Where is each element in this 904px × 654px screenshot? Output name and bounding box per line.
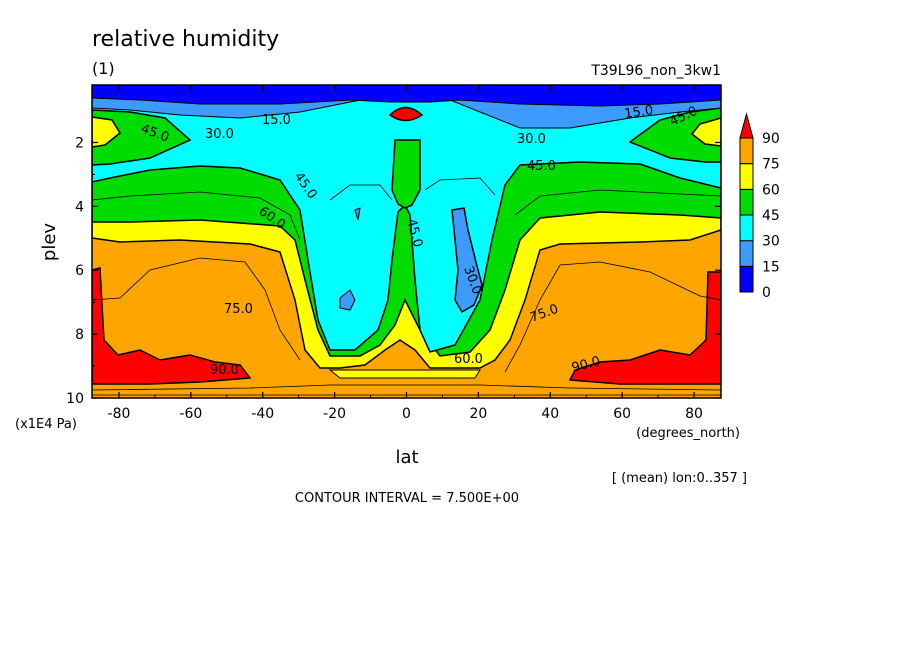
contour-field: 15.0 30.0 45.0 45.0 60.0 75.0 90.0 30.0 … (92, 85, 721, 398)
colorbar-swatch (739, 265, 754, 293)
fill-60-75-surface (328, 369, 481, 379)
colorbar-label: 90 (762, 131, 780, 147)
fill-60-75-polar-right (690, 117, 721, 147)
colorbar-swatch (739, 214, 754, 242)
y-tick-label: 10 (66, 391, 84, 407)
contour-label: 30.0 (517, 132, 546, 147)
colorbar-swatch (739, 240, 754, 267)
colorbar-label: 0 (762, 285, 771, 301)
fill-30-45 (92, 85, 721, 353)
fill-15-30-left (339, 289, 356, 311)
colorbar-label: 30 (762, 234, 780, 250)
colorbar-arrow (739, 112, 754, 139)
fill-0-15 (92, 85, 721, 107)
x-tick-label: -80 (108, 406, 131, 422)
x-tick-label: -40 (251, 406, 274, 422)
colorbar-swatch (739, 163, 754, 190)
contour-label: 30.0 (205, 127, 234, 142)
x-tick-label: 60 (613, 406, 631, 422)
contour-label: 90.0 (570, 354, 602, 376)
contour-label: 75.0 (224, 302, 253, 317)
y-tick-label: 2 (75, 135, 84, 151)
x-tick-label: 20 (469, 406, 487, 422)
fill-15-30-right (451, 207, 483, 314)
colorbar-label: 60 (762, 182, 780, 198)
contour-label: 15.0 (262, 113, 291, 128)
x-tick-label: 80 (685, 406, 703, 422)
contour-label: 60.0 (454, 352, 483, 367)
colorbar-label: 75 (762, 157, 780, 173)
x-axis: -80 -60 -40 -20 0 20 40 60 80 (108, 85, 703, 422)
chart-title: relative humidity (92, 27, 279, 52)
contour-labels: 15.0 30.0 45.0 45.0 60.0 75.0 90.0 30.0 … (139, 103, 700, 378)
x-tick-label: 0 (402, 406, 411, 422)
mean-note: [ (mean) lon:0..357 ] (612, 471, 747, 486)
run-label: T39L96_non_3kw1 (590, 63, 721, 79)
x-axis-label: lat (395, 447, 418, 468)
fill-45-60-polar-right (628, 107, 721, 163)
colorbar-label: 45 (762, 208, 780, 224)
y-tick-label: 8 (75, 327, 84, 343)
fill-15-30-small (354, 207, 361, 221)
fill-90-right (568, 271, 721, 385)
y-axis-label: plev (39, 223, 60, 262)
contour-label: 45.0 (527, 159, 556, 174)
contour-label: 15.0 (623, 103, 654, 122)
colorbar-label: 15 (762, 259, 780, 275)
contour-label: 90.0 (210, 363, 239, 378)
y-tick-label: 6 (75, 263, 84, 279)
x-tick-label: 40 (541, 406, 559, 422)
contour-label: 45.0 (403, 217, 425, 249)
y-axis-units: (x1E4 Pa) (15, 417, 77, 432)
chart-subtitle: (1) (92, 59, 115, 78)
fill-60-75-polar-left (92, 116, 121, 148)
colorbar: 0 15 30 45 60 75 90 (739, 112, 780, 301)
x-axis-units: (degrees_north) (636, 426, 740, 441)
y-tick-label: 4 (75, 199, 84, 215)
fill-90-top (388, 106, 424, 122)
x-tick-label: -60 (179, 406, 202, 422)
y-axis: 2 4 6 8 10 (66, 110, 721, 407)
colorbar-swatch (739, 188, 754, 216)
fill-45-60-polar-left (92, 109, 192, 166)
fill-90-left (92, 267, 252, 385)
x-tick-label: -20 (323, 406, 346, 422)
fill-45-60-column (391, 139, 421, 209)
colorbar-swatch (739, 137, 754, 165)
contour-interval-note: CONTOUR INTERVAL = 7.500E+00 (295, 491, 519, 506)
